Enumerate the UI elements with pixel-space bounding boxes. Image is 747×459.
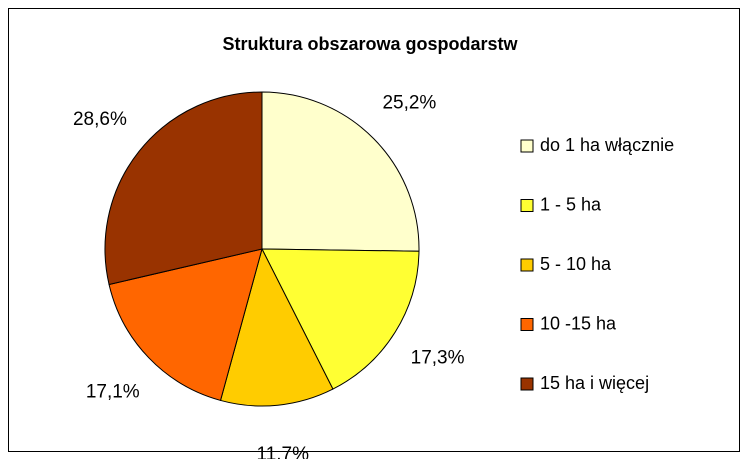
pie-slice [261, 91, 420, 252]
legend-label: 15 ha i więcej [540, 373, 649, 393]
data-label: 17,3% [411, 348, 465, 369]
legend-swatch [520, 318, 534, 331]
legend-label: do 1 ha włącznie [540, 135, 674, 155]
data-label: 25,2% [382, 93, 436, 114]
pie-slice [219, 247, 334, 407]
legend-swatch [520, 139, 534, 153]
data-label: 11,7% [257, 444, 310, 459]
legend-swatch [520, 377, 534, 391]
legend-label: 5 - 10 ha [540, 254, 612, 274]
data-label: 28,6% [73, 109, 127, 130]
legend-swatch [520, 199, 534, 212]
pie-slice [261, 248, 420, 390]
legend-label: 10 -15 ha [540, 313, 617, 333]
pie-slice [104, 91, 263, 286]
pie-slice [108, 248, 263, 402]
legend-swatch [520, 258, 534, 272]
data-label: 17,1% [86, 381, 140, 402]
legend-label: 1 - 5 ha [540, 194, 602, 214]
chart-title: Struktura obszarowa gospodarstw [222, 34, 518, 54]
